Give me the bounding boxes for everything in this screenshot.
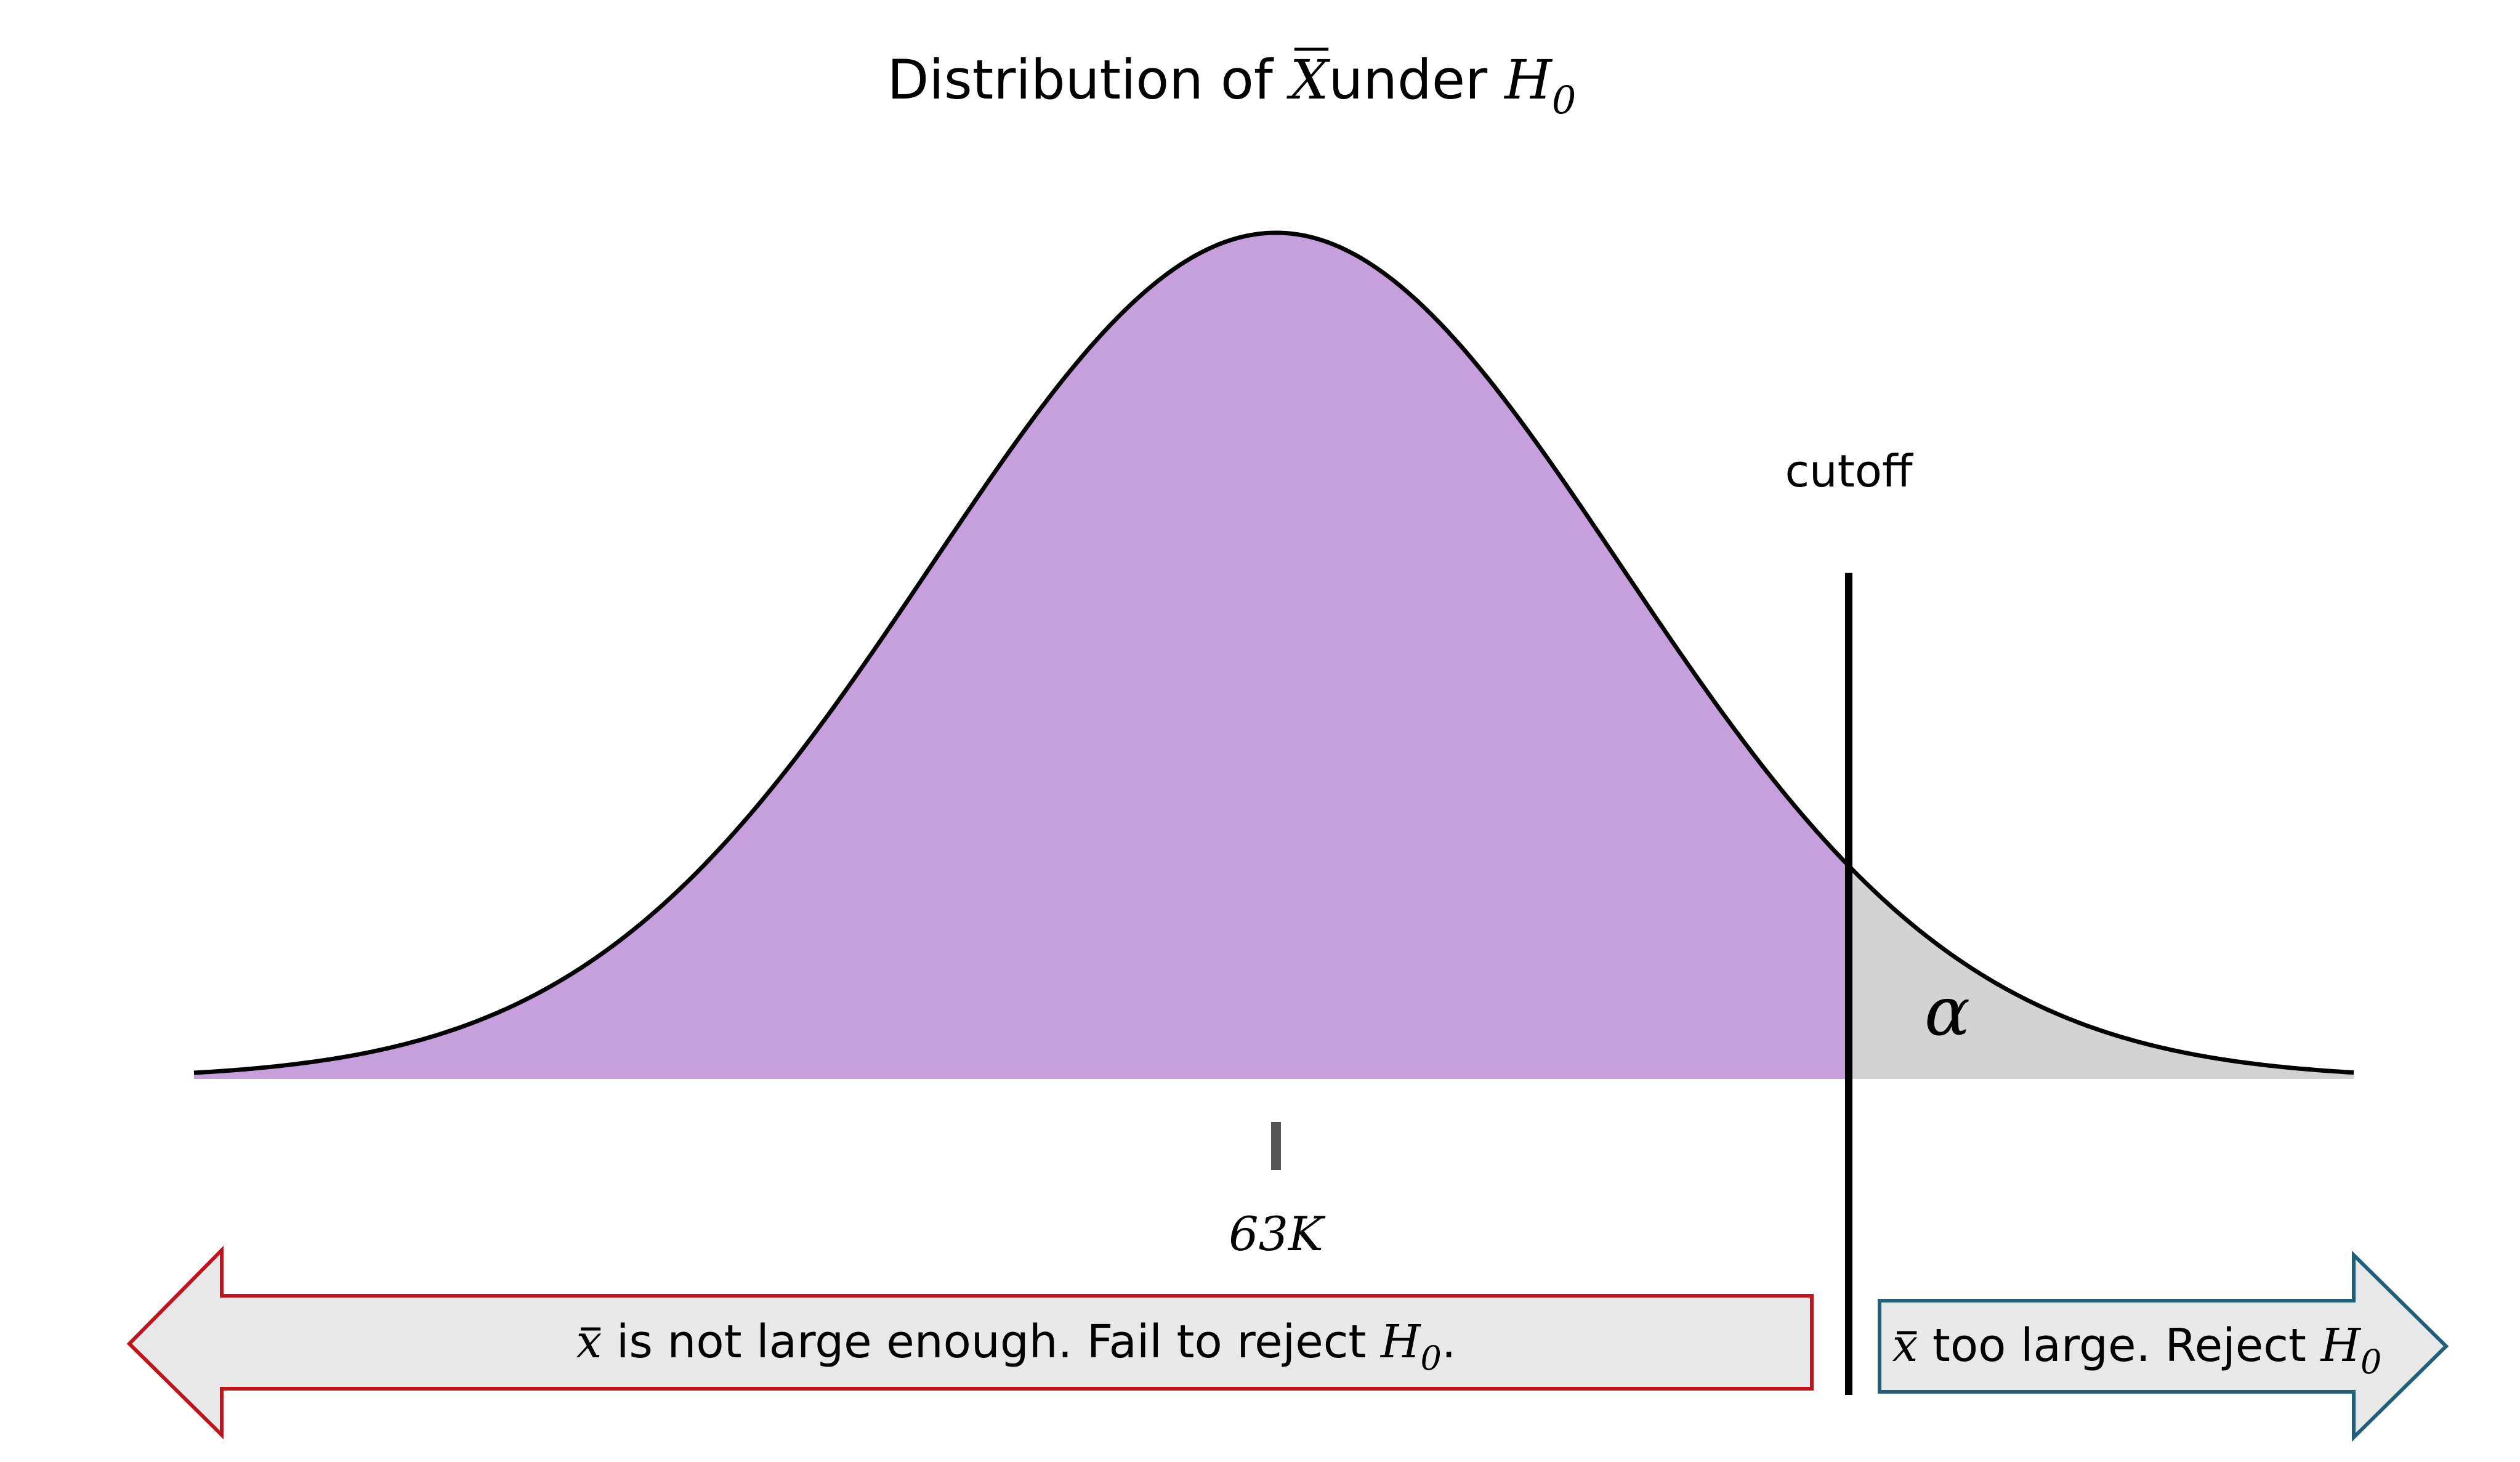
- left-arrow-main-text: is not large enough. Fail to reject: [602, 1315, 1381, 1368]
- left-arrow-variable: x: [576, 1315, 602, 1368]
- right-arrow-text: x too large. Reject H0: [1892, 1319, 2382, 1381]
- title-variable: X: [1286, 48, 1331, 111]
- title-hypothesis: H: [1503, 48, 1553, 111]
- rejection-tail-area: [1849, 866, 2354, 1079]
- left-arrow-hypothesis: H: [1379, 1315, 1421, 1368]
- title-prefix: Distribution of: [887, 48, 1290, 111]
- right-arrow-variable: x: [1892, 1319, 1918, 1372]
- title-hypothesis-sub: 0: [1552, 78, 1576, 123]
- curve-body-area: [194, 233, 1849, 1079]
- right-arrow-shape: [1878, 1250, 2449, 1442]
- right-arrow-hypothesis: H: [2319, 1319, 2361, 1372]
- alpha-label: α: [1924, 972, 1970, 1051]
- mean-label: 63K: [1229, 1206, 1326, 1261]
- reject-arrow: x too large. Reject H0: [1878, 1250, 2449, 1442]
- right-arrow-main-text: too large. Reject: [1918, 1319, 2320, 1372]
- left-arrow-hypothesis-sub: 0: [1421, 1339, 1442, 1378]
- density-curve-line: [193, 230, 2354, 1075]
- title-line: Distribution of Xunder H0: [887, 48, 1577, 123]
- title-middle: under: [1328, 48, 1504, 111]
- right-arrow-hypothesis-sub: 0: [2360, 1343, 2381, 1381]
- left-arrow-suffix: .: [1442, 1315, 1456, 1368]
- left-arrow-shape: [126, 1245, 1814, 1440]
- left-arrow-text: x is not large enough. Fail to reject H0…: [576, 1315, 1456, 1378]
- diagram-title: Distribution of Xunder H0: [887, 47, 1577, 123]
- cutoff-label: cutoff: [1785, 445, 1913, 497]
- fail-to-reject-arrow: x is not large enough. Fail to reject H0…: [126, 1245, 1814, 1440]
